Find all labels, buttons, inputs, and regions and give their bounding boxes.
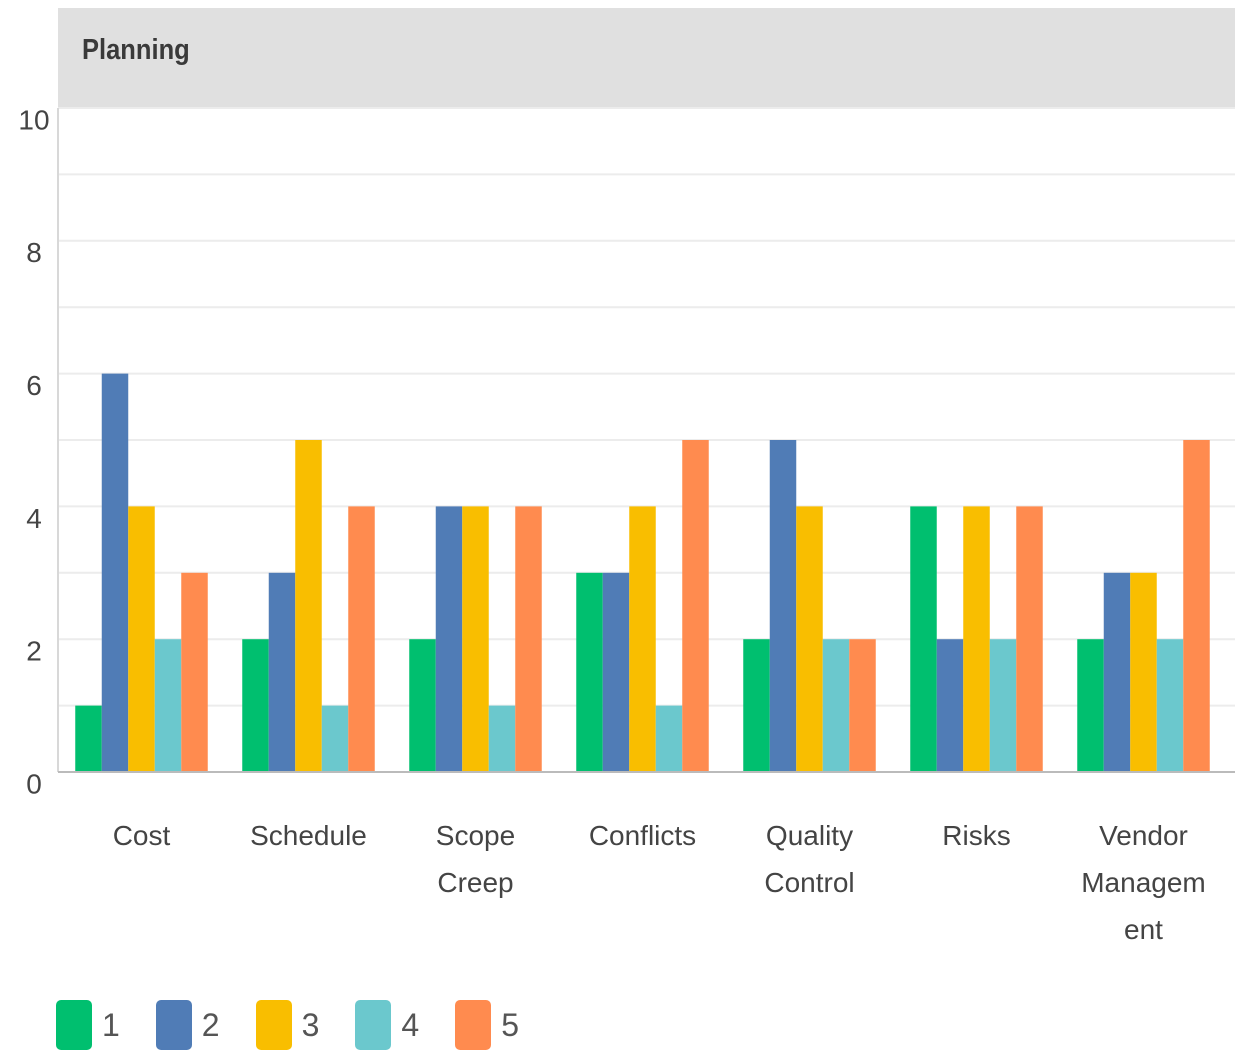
legend-item: 2 bbox=[155, 1000, 220, 1050]
bar bbox=[462, 506, 489, 772]
legend-label: 2 bbox=[201, 1006, 220, 1043]
bar bbox=[602, 572, 630, 772]
bar bbox=[268, 572, 296, 772]
y-tick-label: 8 bbox=[26, 237, 42, 268]
y-tick-label: 10 bbox=[18, 104, 49, 135]
legend-label: 4 bbox=[401, 1006, 420, 1043]
bar bbox=[321, 705, 349, 772]
x-tick-label: Schedule bbox=[250, 820, 367, 851]
bar bbox=[154, 639, 182, 772]
bar bbox=[1103, 572, 1131, 772]
x-tick-label: Vendor Management bbox=[1081, 820, 1206, 945]
panel-header: Planning bbox=[58, 8, 1235, 108]
legend-item: 3 bbox=[255, 1000, 320, 1050]
legend-label: 3 bbox=[301, 1006, 320, 1043]
bar bbox=[629, 506, 656, 772]
legend-item: 4 bbox=[355, 1000, 419, 1050]
legend-item: 5 bbox=[455, 1000, 519, 1050]
bar bbox=[128, 506, 155, 772]
bar bbox=[682, 440, 709, 772]
y-tick-label: 0 bbox=[26, 768, 42, 799]
x-tick-label: Risks bbox=[942, 820, 1011, 851]
bar bbox=[963, 506, 990, 772]
bar bbox=[989, 639, 1017, 772]
bar bbox=[181, 572, 208, 772]
legend-swatch bbox=[455, 1000, 492, 1050]
bar bbox=[1077, 639, 1104, 772]
bar bbox=[1183, 440, 1210, 772]
legend-swatch bbox=[255, 1000, 292, 1050]
chart-title: Planning bbox=[82, 34, 190, 66]
bar bbox=[1016, 506, 1043, 772]
legend-label: 1 bbox=[102, 1006, 120, 1043]
bar bbox=[101, 373, 129, 772]
bar bbox=[936, 639, 964, 772]
bar bbox=[655, 705, 683, 772]
bar bbox=[409, 639, 436, 772]
bar bbox=[576, 572, 603, 772]
bar bbox=[75, 705, 102, 772]
bar bbox=[1156, 639, 1184, 772]
bar bbox=[435, 506, 463, 772]
bar bbox=[769, 440, 797, 772]
bar bbox=[488, 705, 516, 772]
x-tick-label: Scope Creep bbox=[435, 820, 516, 898]
bar bbox=[743, 639, 770, 772]
bar bbox=[796, 506, 823, 772]
legend-swatch bbox=[155, 1000, 192, 1050]
bar bbox=[910, 506, 937, 772]
bar bbox=[295, 440, 322, 772]
bar bbox=[348, 506, 375, 772]
bar bbox=[1130, 572, 1157, 772]
legend-item: 1 bbox=[56, 1000, 120, 1050]
y-tick-label: 4 bbox=[26, 503, 42, 534]
legend-swatch bbox=[355, 1000, 392, 1050]
legend: 1 2 3 4 5 bbox=[56, 1000, 555, 1050]
legend-label: 5 bbox=[501, 1006, 519, 1043]
bar bbox=[515, 506, 542, 772]
x-tick-label: Conflicts bbox=[588, 820, 697, 851]
bar bbox=[242, 639, 269, 772]
y-tick-label: 2 bbox=[26, 636, 42, 667]
bar bbox=[849, 639, 876, 772]
x-tick-label: Quality Control bbox=[764, 820, 855, 898]
x-tick-label: Cost bbox=[112, 820, 171, 851]
legend-swatch bbox=[56, 1000, 92, 1050]
bar bbox=[822, 639, 850, 772]
y-tick-label: 6 bbox=[26, 370, 42, 401]
